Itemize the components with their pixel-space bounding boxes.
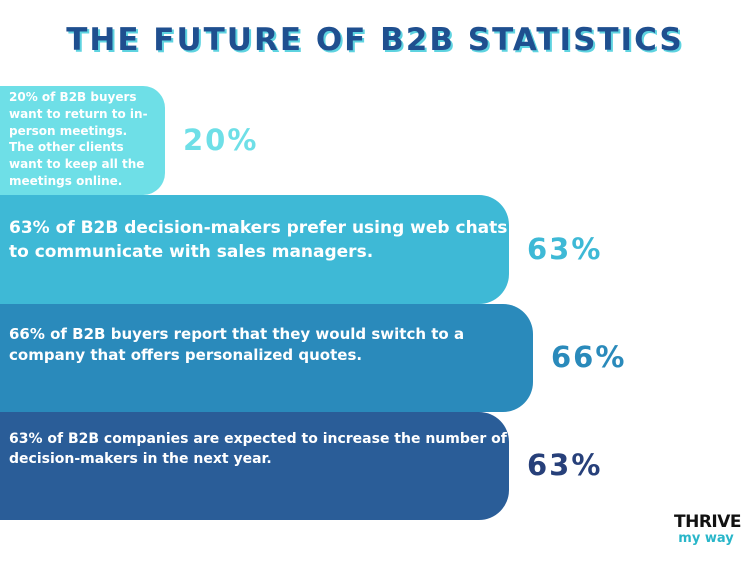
bar-1-description: 20% of B2B buyers want to return to in-p… — [9, 90, 148, 188]
bar-4-description: 63% of B2B companies are expected to inc… — [9, 431, 507, 467]
bar-1: 20% of B2B buyers want to return to in-p… — [0, 86, 165, 195]
bar-1-value-label: 20% — [183, 122, 259, 157]
page-title: THE FUTURE OF B2B STATISTICS — [66, 22, 684, 58]
bar-2: 63% of B2B decision-makers prefer using … — [0, 195, 509, 304]
bar-3-description: 66% of B2B buyers report that they would… — [9, 325, 465, 364]
bar-2-value-label: 63% — [527, 231, 603, 266]
logo-line2: my way — [678, 531, 734, 546]
bar-3: 66% of B2B buyers report that they would… — [0, 304, 533, 412]
thrive-my-way-logo: THRIVE my way — [674, 512, 742, 546]
bar-4: 63% of B2B companies are expected to inc… — [0, 412, 509, 520]
bar-2-description: 63% of B2B decision-makers prefer using … — [9, 218, 508, 262]
bar-3-value-label: 66% — [551, 340, 627, 374]
logo-line1: THRIVE — [674, 512, 742, 532]
bar-4-value-label: 63% — [527, 448, 603, 482]
